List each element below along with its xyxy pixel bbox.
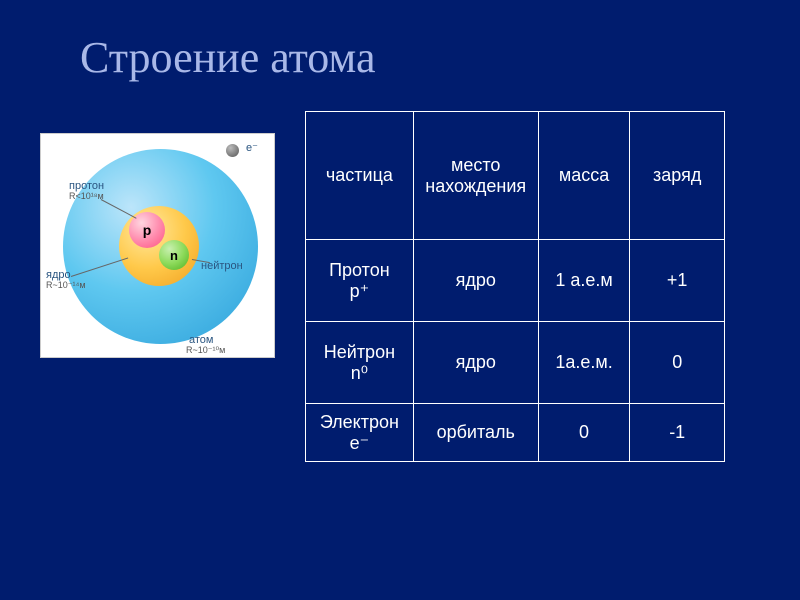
neutron-circle: n [159, 240, 189, 270]
cell-charge: -1 [630, 404, 725, 462]
cell-particle: Электрон e⁻ [306, 404, 414, 462]
cell-particle: Протон p⁺ [306, 240, 414, 322]
neutron-label: нейтрон [201, 260, 243, 272]
header-mass: масса [538, 112, 630, 240]
particle-name: Нейтрон [324, 342, 395, 362]
cell-location: ядро [413, 322, 538, 404]
table-row: Электрон e⁻ орбиталь 0 -1 [306, 404, 725, 462]
page-title: Строение атома [0, 0, 800, 111]
particle-name: Электрон [320, 412, 399, 432]
table-header-row: частица место нахождения масса заряд [306, 112, 725, 240]
cell-charge: 0 [630, 322, 725, 404]
cell-mass: 1а.е.м. [538, 322, 630, 404]
particle-symbol: e⁻ [350, 433, 370, 453]
table-row: Протон p⁺ ядро 1 а.е.м +1 [306, 240, 725, 322]
particle-table: частица место нахождения масса заряд Про… [305, 111, 725, 462]
nucleus-radius-label: R~10⁻¹⁴м [46, 281, 86, 291]
electron-label: e⁻ [246, 142, 258, 154]
atom-radius-label: R~10⁻¹⁰м [186, 346, 225, 356]
header-location: место нахождения [413, 112, 538, 240]
cell-location: орбиталь [413, 404, 538, 462]
header-particle: частица [306, 112, 414, 240]
electron-dot [226, 144, 239, 157]
cell-mass: 1 а.е.м [538, 240, 630, 322]
table-row: Нейтрон n⁰ ядро 1а.е.м. 0 [306, 322, 725, 404]
cell-particle: Нейтрон n⁰ [306, 322, 414, 404]
cell-location: ядро [413, 240, 538, 322]
atom-diagram: p n e⁻ протон R<10¹⁸м ядро R~10⁻¹⁴м нейт… [40, 133, 275, 358]
particle-name: Протон [329, 260, 390, 280]
cell-charge: +1 [630, 240, 725, 322]
proton-radius-label: R<10¹⁸м [69, 192, 104, 202]
content-area: p n e⁻ протон R<10¹⁸м ядро R~10⁻¹⁴м нейт… [0, 111, 800, 462]
particle-symbol: n⁰ [351, 363, 368, 383]
particle-symbol: p⁺ [350, 281, 370, 301]
cell-mass: 0 [538, 404, 630, 462]
header-charge: заряд [630, 112, 725, 240]
